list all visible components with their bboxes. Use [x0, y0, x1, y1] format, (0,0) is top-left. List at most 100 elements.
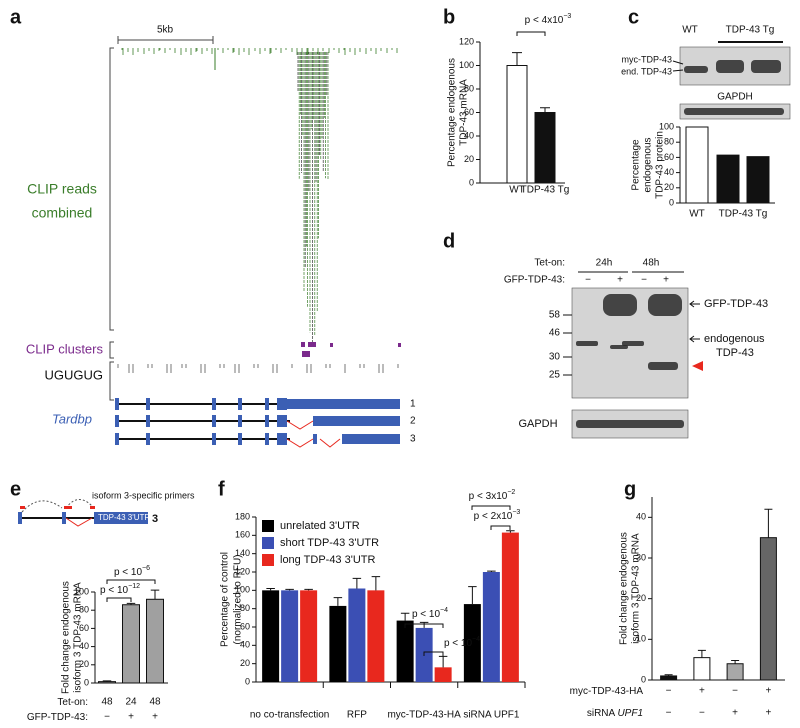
primer-arc	[21, 499, 93, 513]
y-tick-label: 40	[79, 641, 89, 651]
x-group-label: TDP-43 Tg	[719, 209, 768, 220]
bar	[281, 590, 299, 682]
y-tick-label: 40	[636, 512, 646, 522]
clusters-label: CLIP clusters	[26, 341, 104, 356]
row-value: −	[104, 712, 110, 723]
panel-e-diagram: e isoform 3-specific primers TDP-43 3'UT…	[10, 478, 195, 527]
annotation: p < 10−6	[114, 565, 150, 578]
legend-swatch	[262, 554, 274, 566]
y-axis-label: (normalized to RFU)	[233, 554, 244, 644]
y-tick-label: 40	[240, 640, 250, 650]
blot-band	[610, 345, 628, 349]
y-tick-label: 0	[245, 676, 250, 686]
row-value: +	[128, 712, 134, 723]
panel-c-blot: c WT TDP-43 Tg myc-TDP-43 end. TDP-43 GA…	[621, 6, 791, 120]
panel-letter: e	[10, 478, 21, 500]
x-tick-label: myc-TDP-43-HA	[387, 710, 461, 721]
annotation-exponent: −12	[128, 583, 140, 590]
legend-label: short TDP-43 3'UTR	[280, 537, 379, 549]
primers-label: isoform 3-specific primers	[92, 490, 195, 500]
marker: 25	[549, 370, 561, 381]
panel-letter: a	[10, 6, 22, 28]
exon	[277, 433, 287, 445]
error-bar	[352, 577, 362, 589]
annotation: p < 4x10−3	[525, 13, 572, 26]
band-label: endogenous	[704, 333, 765, 345]
utr	[287, 399, 400, 409]
exon	[265, 433, 269, 445]
bar	[759, 537, 777, 681]
y-axis-label: isoform 3 TDP-43 mRNA	[631, 533, 642, 644]
x-tick-label: TDP-43 Tg	[521, 185, 570, 196]
blot-band	[684, 108, 784, 115]
legend-swatch	[262, 520, 274, 532]
bar	[685, 126, 709, 204]
error-bar	[764, 508, 773, 538]
y-tick-label: 30	[636, 552, 646, 562]
y-axis-label: TDP-43 mRNA	[459, 79, 470, 146]
y-tick-label: 0	[669, 197, 674, 207]
loading-label: GAPDH	[518, 418, 557, 430]
error-bar	[419, 621, 429, 628]
y-tick-label: 20	[79, 659, 89, 669]
bar	[146, 598, 164, 684]
row-value: 48	[101, 697, 113, 708]
annotation-text: p < 3x10	[469, 491, 508, 502]
exon	[115, 415, 119, 427]
panel-d: d Tet-on: 24h 48h GFP-TDP-43: − + − + 58…	[443, 230, 768, 439]
utr	[342, 434, 400, 444]
blot-band	[648, 362, 678, 370]
y-tick-label: 0	[84, 677, 89, 687]
splice	[65, 517, 93, 527]
motif-label: UGUGUG	[45, 367, 104, 382]
error-bar	[697, 649, 706, 658]
blot-band	[648, 294, 682, 316]
exon	[62, 512, 66, 524]
y-tick-label: 10	[636, 634, 646, 644]
splice	[286, 420, 314, 430]
error-bar	[102, 680, 112, 682]
panel-letter: d	[443, 230, 455, 252]
bracket	[490, 525, 511, 530]
marker: 30	[549, 352, 561, 363]
row-value: −	[732, 686, 738, 697]
y-tick-label: 0	[641, 674, 646, 684]
reads-label: combined	[32, 205, 93, 221]
utr-label: TDP-43 3'UTR	[98, 513, 150, 522]
row-value: −	[699, 708, 705, 719]
bar	[98, 681, 116, 684]
y-tick-label: 100	[459, 60, 474, 70]
row-value: +	[765, 686, 771, 697]
exon	[146, 433, 150, 445]
y-tick-label: 80	[664, 137, 674, 147]
y-tick-label: 100	[235, 585, 250, 595]
error-bar	[540, 107, 550, 113]
y-tick-label: 120	[459, 36, 474, 46]
exon	[313, 434, 317, 444]
y-tick-label: 60	[240, 621, 250, 631]
marker: 58	[549, 310, 561, 321]
error-bar	[126, 602, 136, 605]
bar	[746, 156, 770, 204]
y-tick-label: 80	[79, 605, 89, 615]
row-value: −	[666, 708, 672, 719]
time-label: 24h	[596, 258, 613, 269]
panel-letter: g	[624, 478, 636, 500]
annotation-text: p < 10	[114, 567, 143, 578]
y-tick-label: 140	[235, 548, 250, 558]
isoform-label: 2	[410, 416, 416, 427]
bar	[716, 154, 740, 204]
row-label-text: Tet-on:	[57, 697, 88, 708]
panel-letter: b	[443, 6, 455, 28]
y-tick-label: 60	[464, 107, 474, 117]
arrow	[689, 300, 700, 308]
bracket	[109, 47, 114, 331]
bracket	[109, 341, 114, 359]
exon	[265, 398, 269, 410]
utr	[315, 416, 400, 426]
exon	[238, 398, 242, 410]
y-tick-label: 80	[240, 603, 250, 613]
arrow	[672, 69, 684, 72]
row-label-text: siRNA	[587, 708, 616, 719]
bar	[348, 588, 366, 682]
